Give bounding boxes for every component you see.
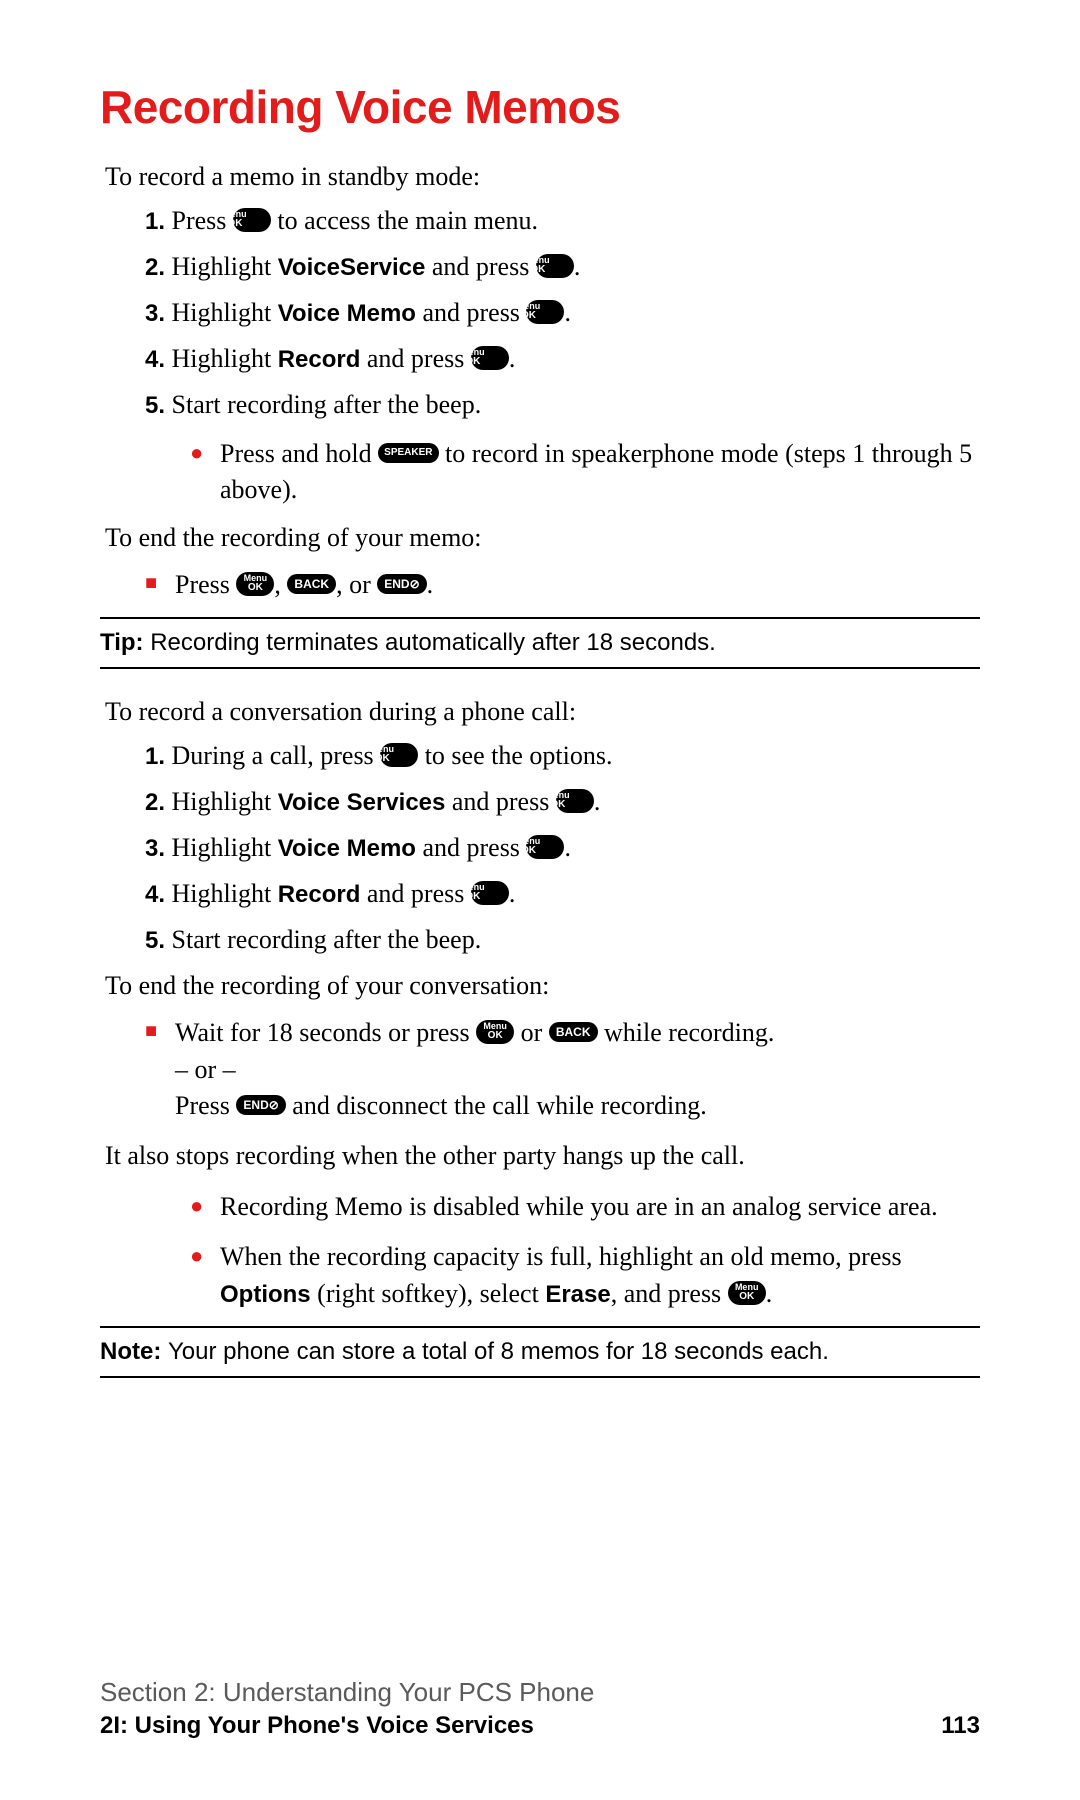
step-item: 1. During a call, press MenuOK to see th… [145, 741, 980, 771]
menu-ok-button-icon: MenuOK [476, 1020, 514, 1044]
step-item: 2. Highlight VoiceService and press Menu… [145, 252, 980, 282]
text: Press and hold [220, 439, 378, 468]
intro-end-memo: To end the recording of your memo: [100, 523, 980, 553]
end-button-icon: END⊘ [236, 1095, 285, 1115]
text: , or [336, 570, 377, 599]
intro-end-conv: To end the recording of your conversatio… [100, 971, 980, 1001]
hangup-note: It also stops recording when the other p… [100, 1138, 980, 1174]
tip-label: Tip: [100, 629, 150, 656]
footer-subsection: 2I: Using Your Phone's Voice Services [100, 1712, 534, 1740]
speaker-button-icon: SPEAKER [378, 443, 438, 463]
menu-ok-button-icon: MenuOK [471, 346, 509, 370]
tip-callout: Tip: Recording terminates automatically … [100, 617, 980, 669]
menu-ok-button-icon: MenuOK [380, 743, 418, 767]
note-label: Note: [100, 1338, 168, 1365]
end-conv-item: Wait for 18 seconds or press MenuOK or B… [145, 1015, 980, 1124]
back-button-icon: BACK [549, 1022, 598, 1042]
page-footer: Section 2: Understanding Your PCS Phone … [100, 1677, 980, 1740]
page-number: 113 [941, 1712, 980, 1740]
steps-standby: 1. Press MenuOK to access the main menu.… [100, 206, 980, 420]
menu-ok-button-icon: MenuOK [728, 1281, 766, 1305]
text: Wait for 18 seconds or press [175, 1018, 476, 1047]
text: or [514, 1018, 549, 1047]
menu-ok-button-icon: MenuOK [526, 300, 564, 324]
menu-ok-button-icon: MenuOK [233, 208, 271, 232]
additional-notes: Recording Memo is disabled while you are… [100, 1189, 980, 1312]
step-item: 2. Highlight Voice Services and press Me… [145, 787, 980, 817]
step-item: 3. Highlight Voice Memo and press MenuOK… [145, 298, 980, 328]
text: while recording. [598, 1018, 775, 1047]
menu-ok-button-icon: MenuOK [556, 789, 594, 813]
menu-ok-button-icon: MenuOK [236, 572, 274, 596]
end-memo-item: Press MenuOK, BACK, or END⊘. [145, 567, 980, 603]
step-item: 3. Highlight Voice Memo and press MenuOK… [145, 833, 980, 863]
note-text: Your phone can store a total of 8 memos … [168, 1338, 829, 1365]
step-item: 4. Highlight Record and press MenuOK. [145, 344, 980, 374]
text: . [427, 570, 434, 599]
menu-ok-button-icon: MenuOK [526, 835, 564, 859]
menu-ok-button-icon: MenuOK [471, 881, 509, 905]
end-conv-list: Wait for 18 seconds or press MenuOK or B… [100, 1015, 980, 1124]
note-callout: Note: Your phone can store a total of 8 … [100, 1326, 980, 1378]
bullet-speaker: Press and hold SPEAKER to record in spea… [190, 436, 980, 509]
end-button-icon: END⊘ [377, 574, 426, 594]
step-item: 4. Highlight Record and press MenuOK. [145, 879, 980, 909]
text: , [274, 570, 287, 599]
text: Press [175, 570, 236, 599]
text: – or – [175, 1055, 236, 1084]
end-memo-list: Press MenuOK, BACK, or END⊘. [100, 567, 980, 603]
intro-during-call: To record a conversation during a phone … [100, 697, 980, 727]
step-item: 5. Start recording after the beep. [145, 925, 980, 955]
text: Press [175, 1091, 236, 1120]
step-item: 1. Press MenuOK to access the main menu. [145, 206, 980, 236]
note-item: Recording Memo is disabled while you are… [190, 1189, 980, 1225]
manual-page: Recording Voice Memos To record a memo i… [0, 0, 1080, 1378]
substep-speaker: Press and hold SPEAKER to record in spea… [100, 436, 980, 509]
tip-text: Recording terminates automatically after… [150, 629, 716, 656]
steps-during-call: 1. During a call, press MenuOK to see th… [100, 741, 980, 955]
intro-standby: To record a memo in standby mode: [100, 162, 980, 192]
page-title: Recording Voice Memos [100, 80, 980, 134]
step-item: 5. Start recording after the beep. [145, 390, 980, 420]
back-button-icon: BACK [287, 574, 336, 594]
text: and disconnect the call while recording. [286, 1091, 707, 1120]
footer-section: Section 2: Understanding Your PCS Phone [100, 1677, 980, 1708]
note-item: When the recording capacity is full, hig… [190, 1239, 980, 1312]
menu-ok-button-icon: MenuOK [536, 254, 574, 278]
